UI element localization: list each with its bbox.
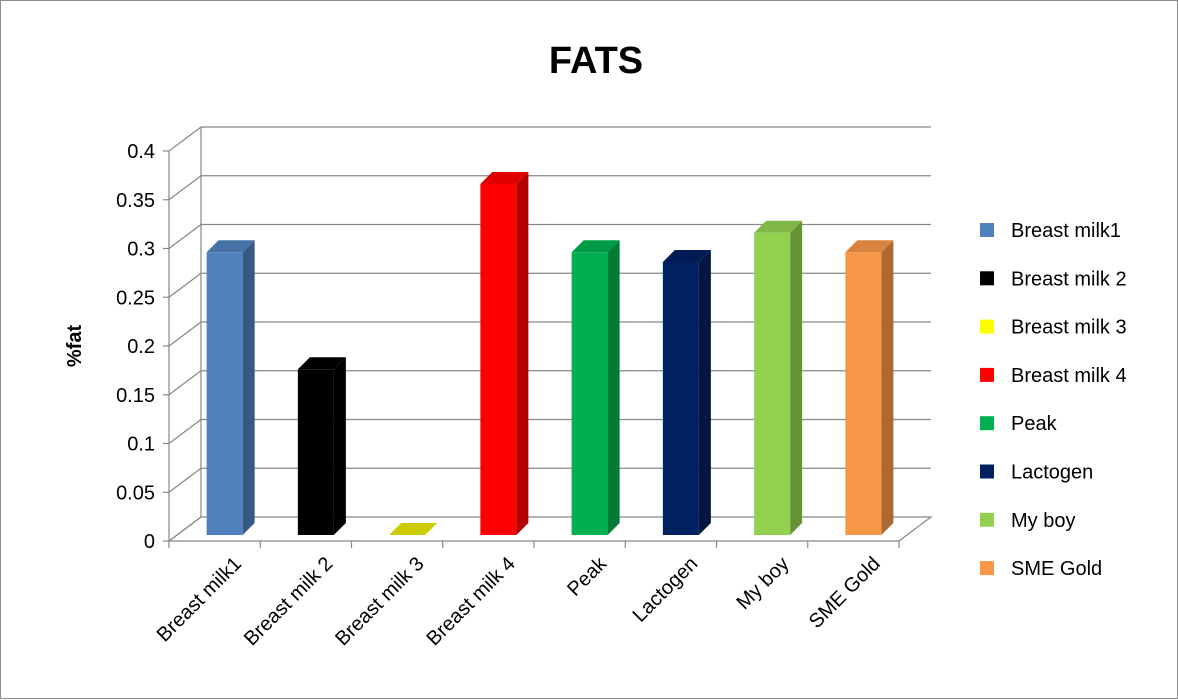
legend-label: My boy xyxy=(1011,510,1075,532)
legend-swatch xyxy=(980,223,994,237)
bar xyxy=(480,172,529,535)
y-tick-label: 0.15 xyxy=(116,385,155,407)
legend-label: Lactogen xyxy=(1011,462,1093,484)
bar-top xyxy=(845,240,894,253)
x-tick-label: Breast milk 4 xyxy=(423,553,520,650)
bar-side xyxy=(607,240,620,535)
bar-front xyxy=(571,252,608,535)
bar-side xyxy=(333,357,346,535)
y-tick-label: 0.4 xyxy=(127,141,155,163)
legend-label: Peak xyxy=(1011,413,1058,435)
bar-front xyxy=(206,252,243,535)
legend-label: Breast milk 3 xyxy=(1011,317,1127,339)
legend-swatch xyxy=(980,367,994,382)
bar-top xyxy=(206,240,255,253)
y-tick-label: 0.3 xyxy=(127,239,155,261)
legend-item: Breast milk 4 xyxy=(980,365,1127,387)
y-tick-label: 0 xyxy=(144,531,155,553)
gridline-side xyxy=(168,370,202,396)
x-tick-label: SME Gold xyxy=(805,553,885,633)
legend: Breast milk1 Breast milk 2 Breast milk 3 Br… xyxy=(980,220,1127,580)
legend-label: Breast milk 2 xyxy=(1011,268,1127,290)
bar xyxy=(754,220,803,535)
bar-side xyxy=(881,240,894,535)
legend-swatch xyxy=(980,319,994,334)
gridline-side xyxy=(168,467,202,493)
x-tick-label: Peak xyxy=(563,552,611,600)
legend-swatch xyxy=(980,416,994,431)
bar-top xyxy=(389,523,438,535)
bar xyxy=(206,240,255,535)
bar-top xyxy=(480,172,529,184)
gridline-side xyxy=(168,272,202,298)
bar xyxy=(571,240,620,535)
y-axis-label: %fat xyxy=(64,325,86,368)
legend-item: Breast milk1 xyxy=(980,220,1121,242)
x-tick-label: Lactogen xyxy=(629,553,703,627)
bar-front xyxy=(754,232,791,535)
bar-front xyxy=(845,252,882,535)
bar xyxy=(662,250,711,535)
bar xyxy=(389,523,438,535)
legend-item: My boy xyxy=(980,510,1075,532)
grid-layer xyxy=(168,126,931,542)
bar-front xyxy=(662,262,699,535)
bar-side xyxy=(698,250,711,535)
y-tick-label: 0.25 xyxy=(116,287,155,309)
x-tick-label: Breast milk 3 xyxy=(331,553,428,650)
y-tick-label: 0.05 xyxy=(116,482,155,504)
gridline-side xyxy=(168,321,202,347)
gridline-side xyxy=(168,175,202,201)
bar-top xyxy=(662,250,711,262)
legend-label: Breast milk 4 xyxy=(1011,365,1127,387)
bar xyxy=(297,357,346,535)
gridline-side xyxy=(168,419,202,444)
legend-item: Lactogen xyxy=(980,462,1093,484)
legend-swatch xyxy=(980,271,994,286)
bar xyxy=(845,240,894,535)
bar-top xyxy=(571,240,620,253)
bars-layer xyxy=(206,172,894,535)
axis-layer xyxy=(163,150,933,548)
legend-swatch xyxy=(980,561,994,576)
legend-item: Peak xyxy=(980,413,1058,435)
chart-title: FATS xyxy=(549,40,643,82)
legend-item: Breast milk 3 xyxy=(980,317,1127,339)
bar-front xyxy=(297,369,334,535)
bar-side xyxy=(790,220,803,535)
legend-swatch xyxy=(980,512,994,527)
bar-side xyxy=(516,172,529,535)
legend-item: Breast milk 2 xyxy=(980,268,1127,290)
bar-side xyxy=(242,240,255,535)
legend-label: Breast milk1 xyxy=(1011,220,1121,242)
legend-swatch xyxy=(980,464,994,479)
gridline-side xyxy=(168,224,202,249)
gridline-side xyxy=(168,126,202,152)
y-tick-label: 0.35 xyxy=(116,190,155,212)
bar-top xyxy=(297,357,346,370)
bar-front xyxy=(480,184,517,535)
legend-item: SME Gold xyxy=(980,558,1102,580)
floor xyxy=(167,516,933,542)
x-tick-label: Breast milk1 xyxy=(153,553,246,646)
legend-label: SME Gold xyxy=(1011,558,1102,580)
bar-top xyxy=(754,220,803,233)
x-tick-label: My boy xyxy=(732,553,793,614)
y-tick-label: 0.2 xyxy=(127,336,155,358)
x-tick-label: Breast milk 2 xyxy=(240,553,337,650)
y-tick-label: 0.1 xyxy=(127,434,155,456)
